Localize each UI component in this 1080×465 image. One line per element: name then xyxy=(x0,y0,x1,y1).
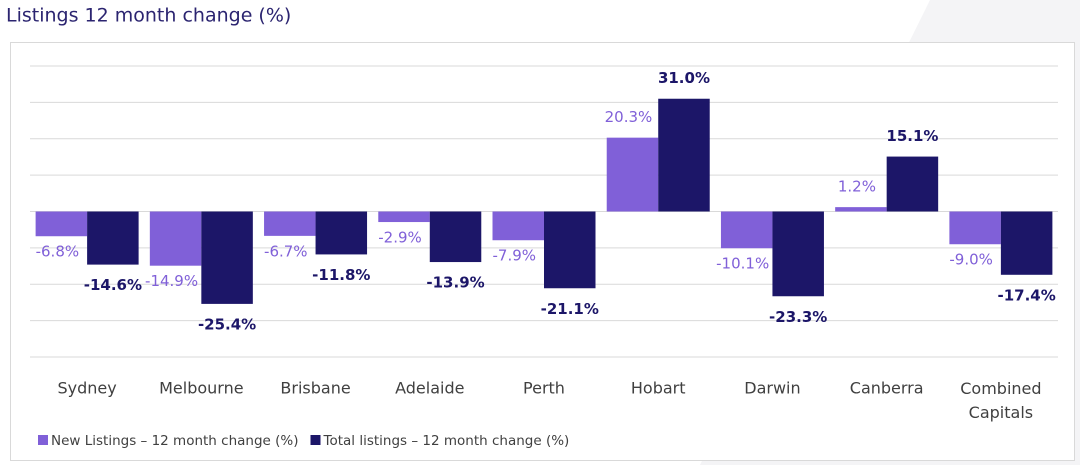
bar xyxy=(315,211,368,255)
bar xyxy=(720,211,773,249)
bar xyxy=(87,211,139,265)
value-label: -13.9% xyxy=(426,274,484,292)
value-label: -6.7% xyxy=(264,242,308,260)
bar xyxy=(772,211,824,297)
x-tick-label: Sydney xyxy=(57,379,116,398)
x-tick-label: Darwin xyxy=(744,379,800,398)
value-label: -23.3% xyxy=(769,308,827,326)
bar xyxy=(835,207,887,212)
bar xyxy=(886,156,939,212)
value-label: 31.0% xyxy=(658,69,710,87)
value-label: -11.8% xyxy=(312,266,370,284)
bar xyxy=(35,211,88,237)
legend-swatch xyxy=(310,435,321,445)
value-label: 20.3% xyxy=(605,108,653,126)
value-label: -6.8% xyxy=(36,243,80,261)
bar xyxy=(606,137,659,212)
bar xyxy=(378,211,430,223)
value-label: -14.9% xyxy=(145,272,198,290)
value-label: -17.4% xyxy=(998,286,1056,304)
value-label: -14.6% xyxy=(84,276,142,294)
value-label: -9.0% xyxy=(949,251,993,269)
value-label: 15.1% xyxy=(886,127,938,145)
x-tick-label: Canberra xyxy=(850,379,924,398)
x-tick-label: Perth xyxy=(523,379,565,398)
chart-title: Listings 12 month change (%) xyxy=(6,5,291,27)
bar xyxy=(949,211,1001,245)
value-label: -21.1% xyxy=(541,300,599,318)
bar xyxy=(429,211,482,263)
x-tick-label: Hobart xyxy=(631,379,686,398)
x-tick-label: Brisbane xyxy=(280,379,350,398)
x-tick-label: Melbourne xyxy=(159,379,243,398)
value-label: -7.9% xyxy=(492,247,536,265)
legend-swatch xyxy=(38,435,48,445)
bar xyxy=(264,211,316,236)
value-label: -10.1% xyxy=(716,255,769,273)
bar xyxy=(201,211,253,304)
legend-label: New Listings – 12 month change (%) xyxy=(51,433,299,449)
value-label: -25.4% xyxy=(198,315,256,333)
value-label: -2.9% xyxy=(378,229,422,247)
bar xyxy=(658,98,710,212)
bar xyxy=(544,211,596,289)
bar xyxy=(492,211,544,241)
bar xyxy=(1000,211,1053,275)
x-tick-label: Combined Capitals xyxy=(960,379,1041,422)
bar xyxy=(149,211,202,266)
value-label: 1.2% xyxy=(838,178,876,196)
legend-label: Total listings – 12 month change (%) xyxy=(323,433,570,449)
x-tick-label: Adelaide xyxy=(395,379,464,398)
